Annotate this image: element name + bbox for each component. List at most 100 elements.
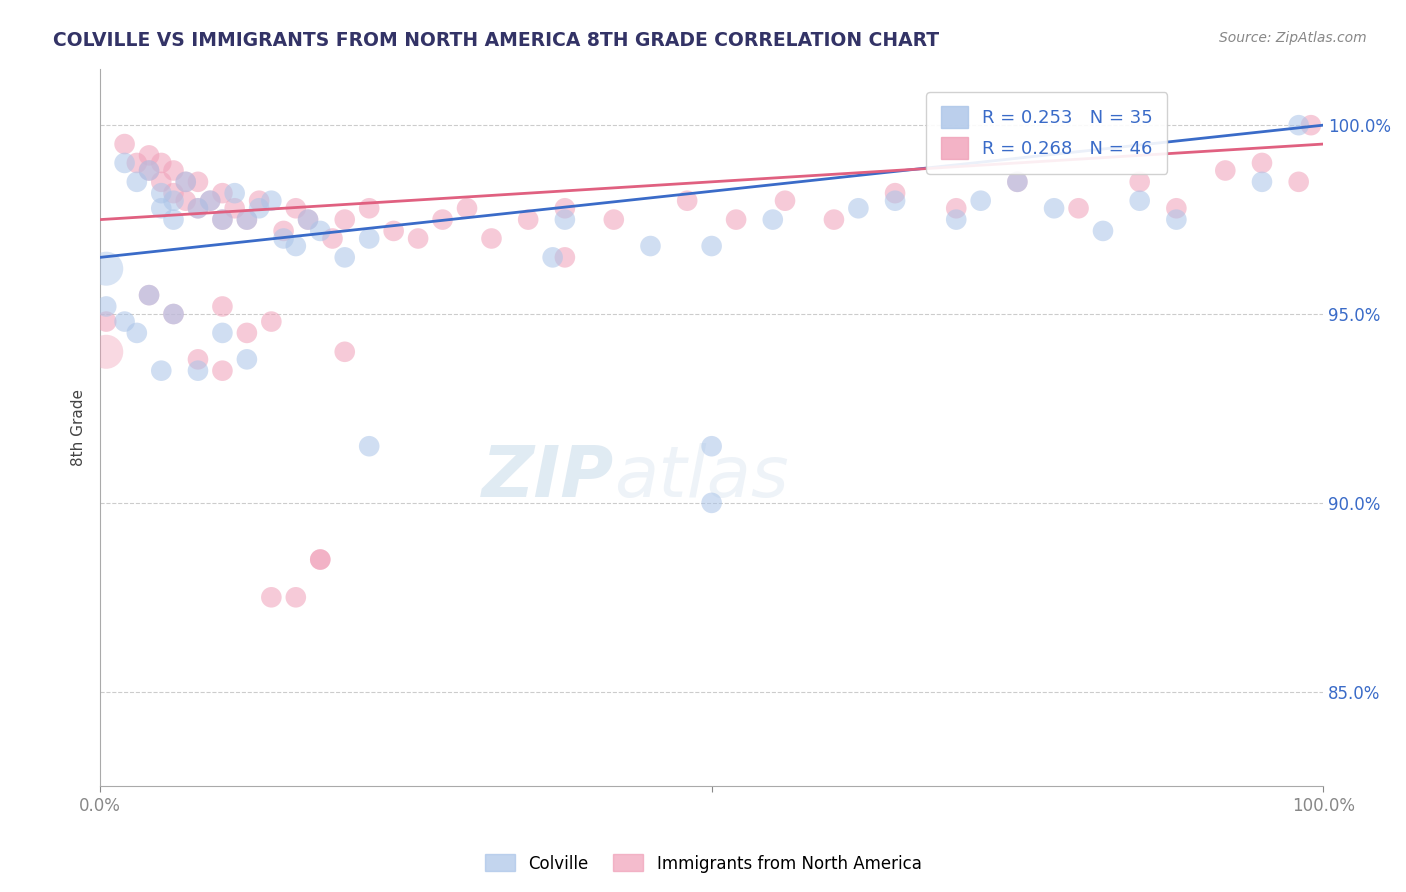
Point [211, 326, 233, 340]
Point [125, 156, 148, 170]
Text: atlas: atlas [614, 443, 789, 512]
Point [456, 201, 478, 215]
Point [1091, 224, 1114, 238]
Point [297, 212, 319, 227]
Point [700, 239, 723, 253]
Point [945, 201, 967, 215]
Point [359, 201, 381, 215]
Point [211, 212, 233, 227]
Point [162, 194, 184, 208]
Point [150, 175, 173, 189]
Point [884, 194, 907, 208]
Point [823, 212, 845, 227]
Point [273, 231, 295, 245]
Point [200, 194, 222, 208]
Point [554, 212, 576, 227]
Point [162, 307, 184, 321]
Point [260, 591, 283, 605]
Point [174, 175, 197, 189]
Text: ZIP: ZIP [481, 443, 614, 512]
Point [1129, 194, 1152, 208]
Point [236, 352, 259, 367]
Point [211, 212, 233, 227]
Point [284, 591, 307, 605]
Point [382, 224, 405, 238]
Point [1288, 175, 1310, 189]
Point [138, 163, 160, 178]
Point [333, 212, 356, 227]
Point [224, 201, 246, 215]
Point [211, 364, 233, 378]
Point [224, 186, 246, 201]
Point [96, 315, 118, 329]
Point [700, 439, 723, 453]
Point [309, 552, 332, 566]
Point [773, 194, 796, 208]
Point [700, 496, 723, 510]
Point [260, 194, 283, 208]
Point [114, 137, 136, 152]
Point [150, 186, 173, 201]
Point [236, 326, 259, 340]
Point [150, 156, 173, 170]
Point [321, 231, 343, 245]
Point [884, 186, 907, 201]
Point [725, 212, 748, 227]
Point [138, 163, 160, 178]
Point [162, 186, 184, 201]
Point [333, 251, 356, 265]
Point [114, 156, 136, 170]
Point [1166, 201, 1188, 215]
Point [554, 251, 576, 265]
Point [554, 201, 576, 215]
Point [211, 186, 233, 201]
Point [236, 212, 259, 227]
Point [260, 315, 283, 329]
Point [247, 201, 270, 215]
Point [848, 201, 870, 215]
Point [187, 364, 209, 378]
Point [603, 212, 626, 227]
Point [138, 288, 160, 302]
Point [200, 194, 222, 208]
Point [1007, 175, 1029, 189]
Point [1299, 118, 1322, 132]
Point [517, 212, 540, 227]
Point [211, 300, 233, 314]
Point [187, 201, 209, 215]
Point [162, 163, 184, 178]
Point [125, 326, 148, 340]
Point [138, 148, 160, 162]
Text: Source: ZipAtlas.com: Source: ZipAtlas.com [1219, 31, 1367, 45]
Point [1067, 201, 1090, 215]
Point [359, 231, 381, 245]
Point [174, 175, 197, 189]
Text: COLVILLE VS IMMIGRANTS FROM NORTH AMERICA 8TH GRADE CORRELATION CHART: COLVILLE VS IMMIGRANTS FROM NORTH AMERIC… [53, 31, 939, 50]
Point [187, 352, 209, 367]
Point [96, 300, 118, 314]
Point [945, 212, 967, 227]
Point [150, 201, 173, 215]
Point [125, 175, 148, 189]
Point [174, 194, 197, 208]
Point [96, 344, 118, 359]
Point [162, 307, 184, 321]
Point [150, 364, 173, 378]
Point [1213, 163, 1236, 178]
Point [970, 194, 993, 208]
Point [236, 212, 259, 227]
Point [406, 231, 429, 245]
Point [640, 239, 662, 253]
Point [762, 212, 785, 227]
Point [676, 194, 699, 208]
Point [1288, 118, 1310, 132]
Legend: Colville, Immigrants from North America: Colville, Immigrants from North America [478, 847, 928, 880]
Point [359, 439, 381, 453]
Y-axis label: 8th Grade: 8th Grade [72, 389, 86, 466]
Legend: R = 0.253   N = 35, R = 0.268   N = 46: R = 0.253 N = 35, R = 0.268 N = 46 [927, 92, 1167, 174]
Point [309, 552, 332, 566]
Point [541, 251, 564, 265]
Point [284, 201, 307, 215]
Point [1007, 175, 1029, 189]
Point [309, 224, 332, 238]
